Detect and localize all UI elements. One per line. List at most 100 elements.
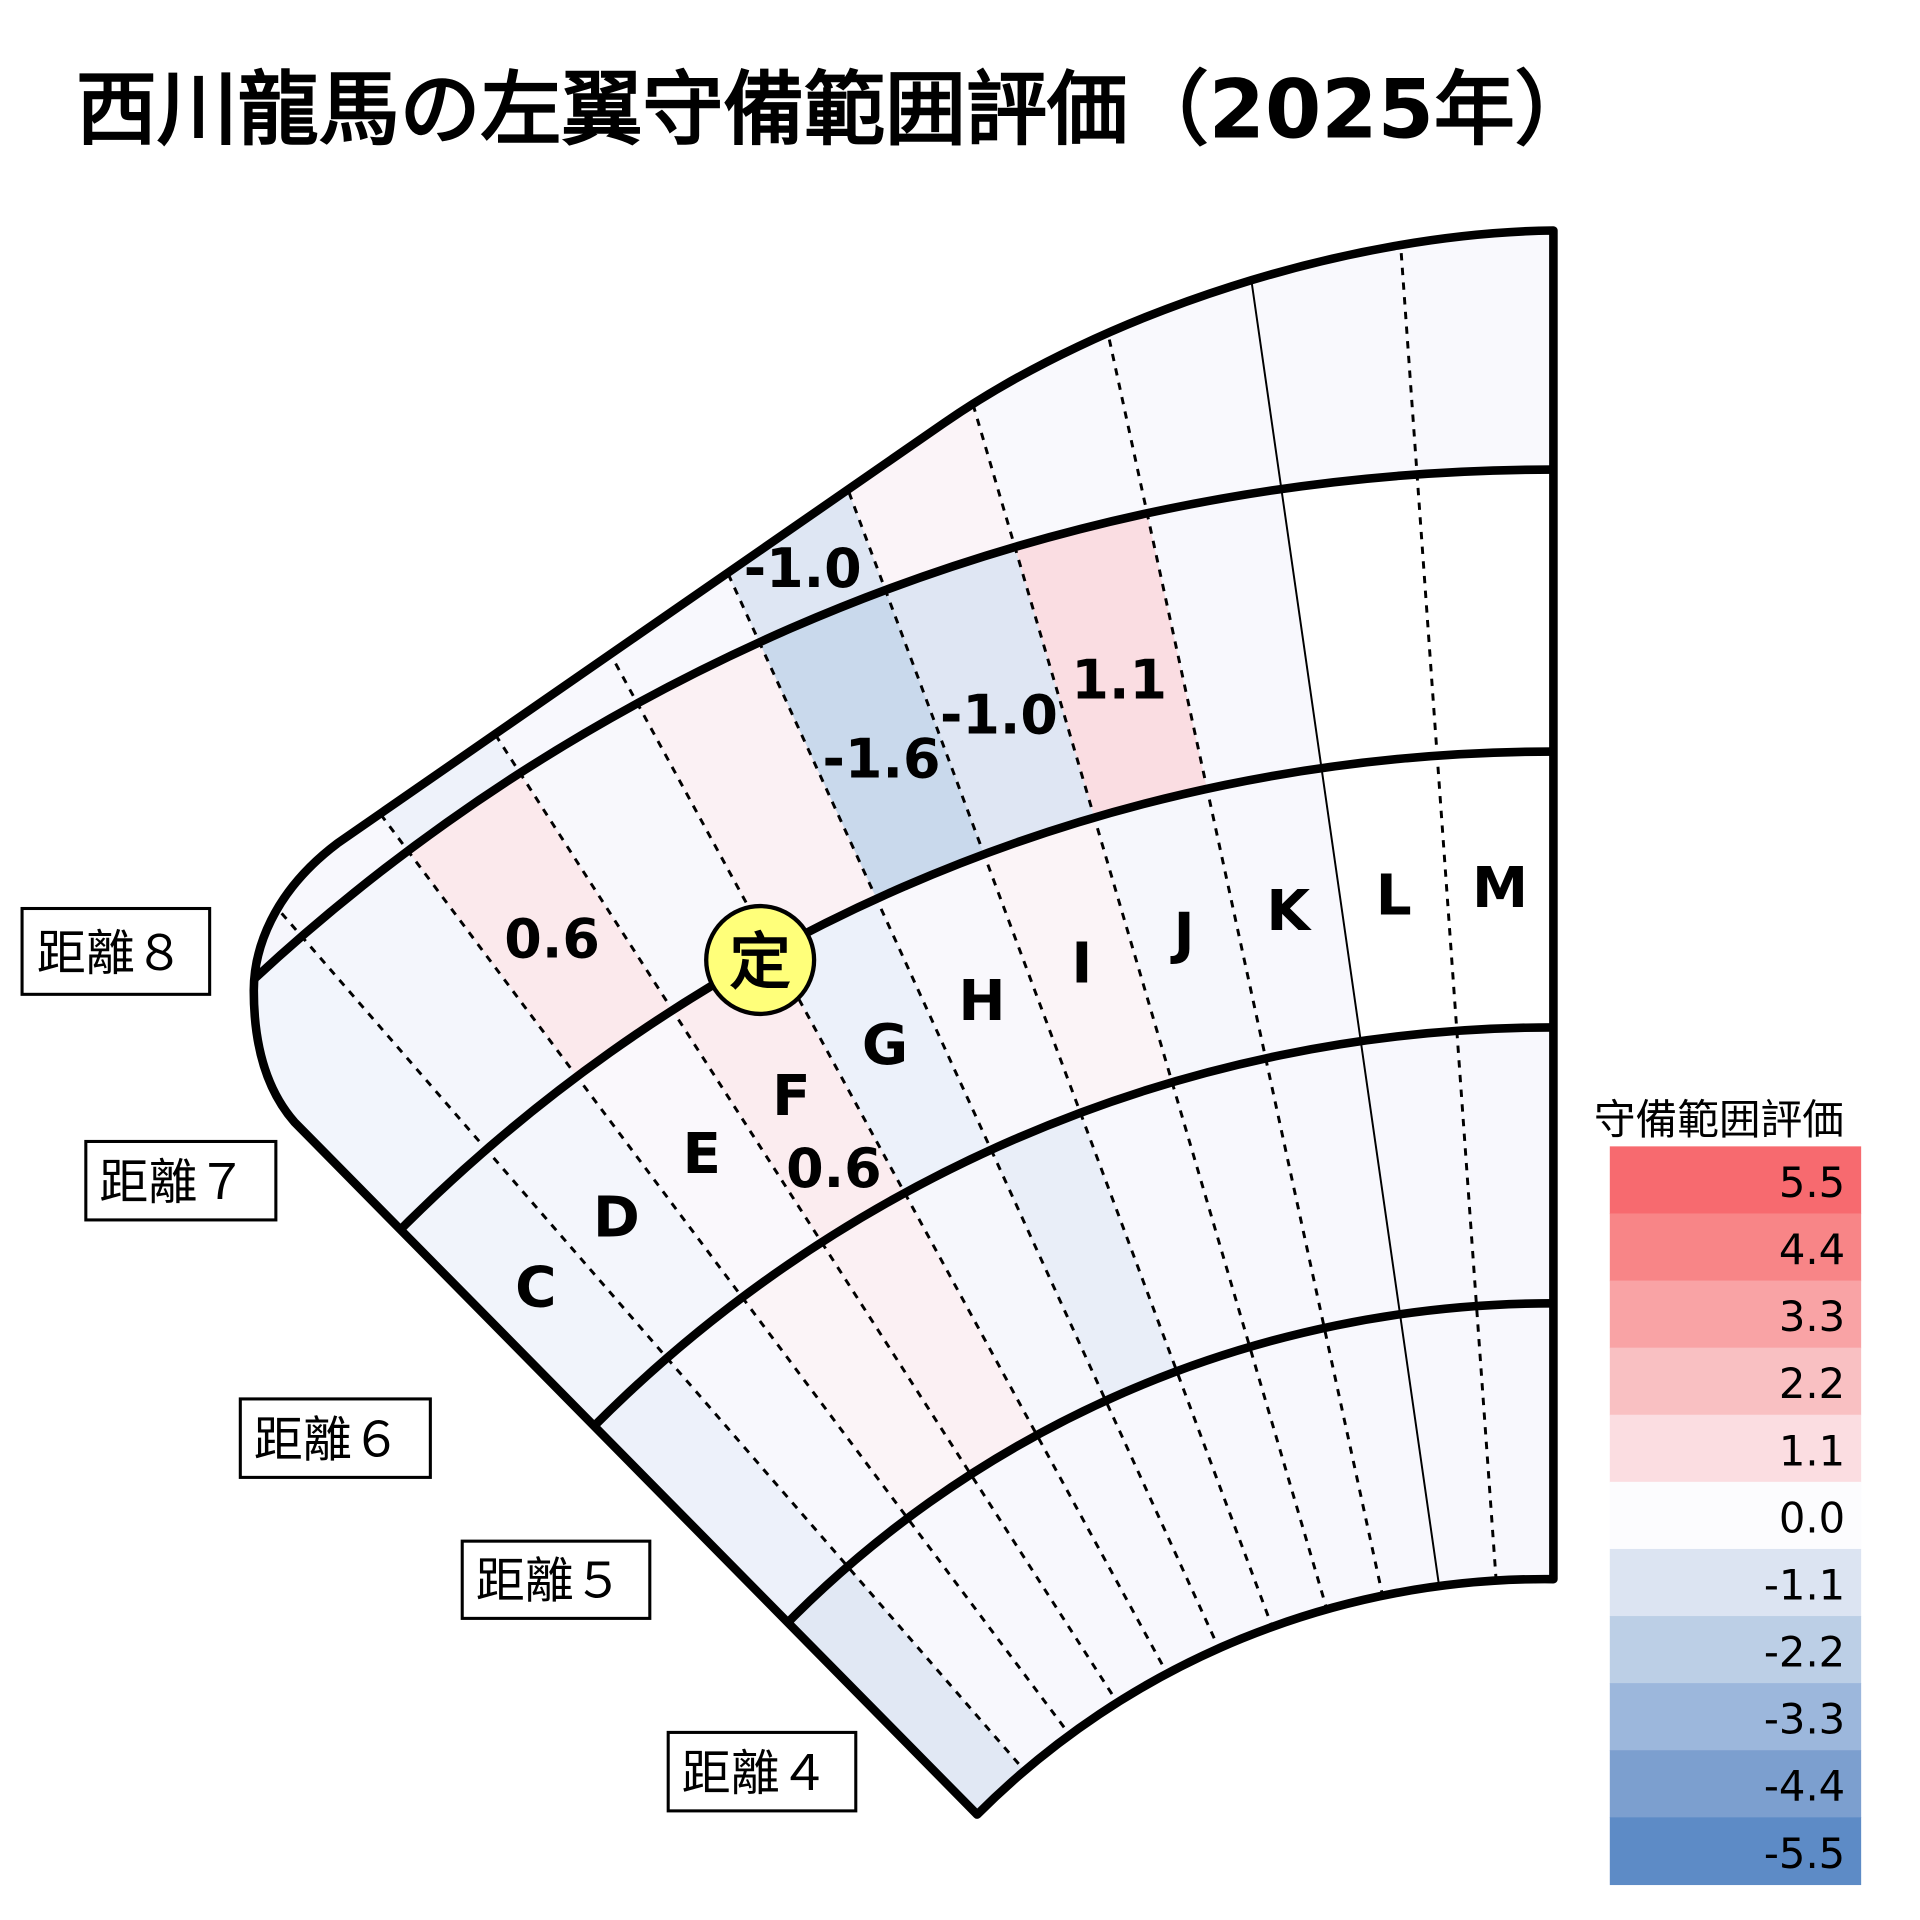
distance-4-box: [666, 1730, 858, 1813]
cell-M-1: [1456, 1027, 1554, 1307]
distance-6-box: [238, 1397, 432, 1479]
cell-D-2: [486, 1076, 743, 1359]
legend-swatch: [1609, 1683, 1862, 1751]
column-boundary-line: [625, 350, 1222, 1653]
legend-label: 4.4: [1779, 1225, 1845, 1274]
cell-value-label: 0.6: [786, 1137, 882, 1200]
cell-I-0: [1176, 1346, 1328, 1630]
position-marker: 定: [704, 903, 817, 1017]
column-label-G: G: [862, 1013, 908, 1078]
legend-label: -3.3: [1764, 1695, 1845, 1744]
cell-C-0: [752, 1566, 1029, 1815]
legend-label: 1.1: [1779, 1426, 1845, 1475]
cell-L-1: [1360, 1030, 1477, 1315]
legend-swatch: [1609, 1548, 1862, 1617]
distance-arcs: [253, 465, 1554, 1649]
column-lines: [253, 230, 1498, 1776]
cell-H-0: [1105, 1371, 1274, 1652]
field-outline: [249, 226, 1558, 1819]
legend-swatch: [1609, 1146, 1862, 1215]
distance-arc-6: [560, 1023, 1554, 1461]
column-boundary-line: [923, 239, 1329, 1613]
marker-label: 定: [729, 927, 790, 998]
cell-F-4: [347, 422, 638, 774]
column-boundary-line: [1392, 230, 1498, 1582]
legend-title: 守備範囲評価: [1594, 1095, 1844, 1144]
cell-J-0: [1249, 1327, 1383, 1612]
column-label-L: L: [1376, 864, 1412, 929]
column-label-D: D: [593, 1186, 640, 1251]
legend-swatch: [1609, 1213, 1862, 1282]
cell-G-0: [1036, 1400, 1221, 1678]
legend-label: 3.3: [1779, 1292, 1845, 1341]
cell-G-2: [772, 898, 992, 1194]
column-label-J: J: [1170, 902, 1195, 967]
distance-arc-8: [253, 465, 1554, 1081]
cell-H-2: [876, 854, 1081, 1150]
legend-label: -4.4: [1764, 1762, 1845, 1811]
distance-arc-7: [358, 747, 1554, 1273]
cell-K-2: [1207, 768, 1361, 1059]
column-label-K: K: [1266, 879, 1312, 944]
column-boundary-line: [772, 289, 1275, 1631]
cell-F-0: [970, 1435, 1170, 1707]
legend-swatch: [1609, 1414, 1862, 1483]
distance-arc-5: [762, 1299, 1554, 1649]
distance-4-label: 距離４: [682, 1744, 829, 1802]
column-boundary-line: [1077, 230, 1385, 1598]
column-label-F: F: [772, 1064, 811, 1129]
legend-swatch: [1609, 1280, 1862, 1349]
cell-value-label: -1.6: [823, 727, 941, 790]
legend-label: 0.0: [1779, 1493, 1845, 1542]
legend-swatch: [1609, 1616, 1862, 1684]
distance-6-label: 距離６: [254, 1411, 401, 1469]
cell-value-label: 0.6: [504, 907, 600, 970]
cell-I-2: [983, 817, 1173, 1113]
cell-H-1: [991, 1112, 1177, 1401]
cell-value-label: 1.1: [1071, 648, 1167, 711]
cell-M-3: [1417, 469, 1554, 756]
cell-L-3: [1281, 474, 1438, 769]
cell-E-3: [407, 773, 673, 1077]
distance-7-box: [84, 1139, 278, 1222]
legend-label: -5.5: [1764, 1829, 1845, 1878]
legend-label: 5.5: [1779, 1158, 1845, 1207]
distance-8-box: [20, 906, 212, 996]
cell-C-3: [253, 936, 487, 1291]
cell-J-3: [1014, 513, 1208, 818]
column-boundary-line: [253, 593, 1075, 1740]
distance-5-label: 距離５: [476, 1552, 623, 1610]
legend-label: -2.2: [1764, 1628, 1845, 1677]
cell-I-1: [1080, 1082, 1250, 1372]
cell-E-0: [907, 1474, 1120, 1740]
distance-5-box: [460, 1539, 652, 1620]
column-boundary-line: [1234, 230, 1441, 1588]
column-label-C: C: [515, 1256, 556, 1321]
column-label-M: M: [1472, 856, 1528, 921]
legend-swatch: [1609, 1481, 1862, 1550]
distance-labels: 距離４ 距離５ 距離６ 距離７ 距離８: [20, 906, 858, 1813]
distance-8-label: 距離８: [37, 924, 184, 982]
legend-label: -1.1: [1764, 1560, 1845, 1609]
cell-K-0: [1324, 1314, 1440, 1598]
cell-H-3: [759, 590, 984, 899]
legend-swatch: [1609, 1750, 1862, 1818]
cell-F-2: [672, 950, 905, 1243]
cell-L-0: [1400, 1306, 1497, 1588]
legend: 守備範囲評価 5.5 4.4 3.3 2.2 1.1 0.0 -1.1 -2.2 -3.3 -4.…: [1594, 1095, 1862, 1886]
cell-C-2: [342, 1149, 668, 1476]
cell-value-label: -1.0: [744, 537, 862, 600]
legend-swatch: [1609, 1817, 1862, 1886]
column-label-I: I: [1071, 932, 1092, 997]
cell-C-1: [547, 1358, 848, 1660]
cell-D-0: [847, 1518, 1073, 1776]
cell-value-label: -1.0: [940, 684, 1058, 747]
cell-G-3: [637, 642, 877, 951]
cell-values: -1.00.6-1.6-1.01.10.6: [504, 537, 1167, 1200]
cell-L-2: [1321, 755, 1457, 1042]
chart-title: 西川龍馬の左翼守備範囲評価（2025年）: [76, 63, 1596, 157]
cell-D-1: [667, 1297, 908, 1567]
column-label-H: H: [958, 969, 1005, 1034]
